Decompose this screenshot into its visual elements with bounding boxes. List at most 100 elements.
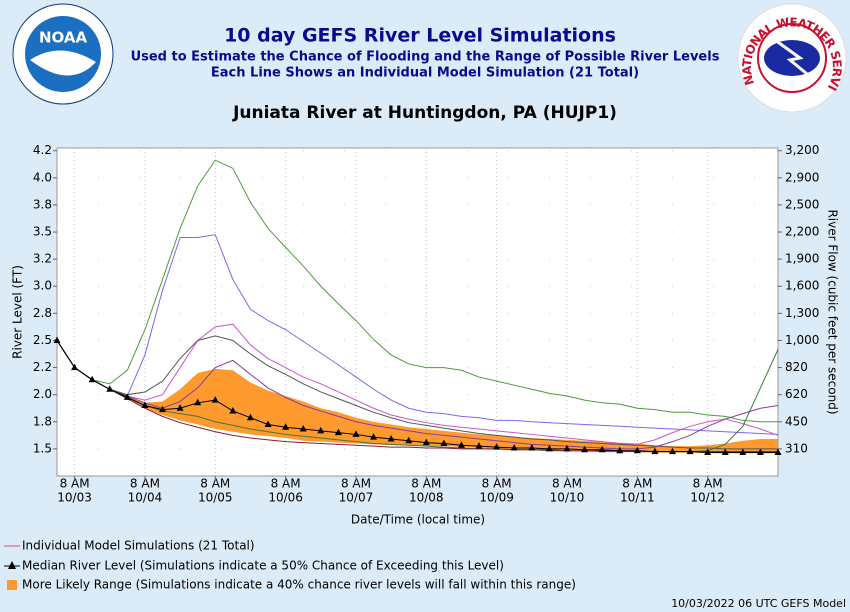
y-tick-label: 4.2 [33, 143, 52, 157]
median-marker [756, 448, 764, 456]
median-marker [493, 443, 501, 450]
y2-tick-label: 2,900 [785, 170, 819, 184]
median-marker [194, 398, 202, 406]
median-marker [176, 404, 184, 411]
simulation-line [56, 323, 779, 445]
y-tick-label: 1.5 [33, 441, 52, 455]
subtitle: Used to Estimate the Chance of Flooding … [131, 50, 720, 65]
x-tick-label: 10/12 [690, 491, 725, 505]
likely-range [57, 340, 778, 454]
y2-tick-label: 310 [785, 441, 808, 455]
median-marker [721, 448, 729, 456]
median-marker [563, 444, 571, 452]
median-marker [229, 406, 237, 414]
median-marker [317, 426, 325, 434]
legend-symbol [7, 580, 17, 590]
x-tick-label: 8 AM [622, 477, 652, 491]
y-tick-label: 3.8 [33, 197, 52, 211]
median-marker [141, 401, 149, 409]
median-marker [352, 430, 360, 437]
median-marker [422, 438, 430, 446]
median-marker [616, 446, 624, 454]
x-tick-label: 10/03 [57, 491, 92, 505]
median-marker [282, 423, 290, 430]
median-marker [264, 420, 272, 427]
median-marker [651, 447, 659, 455]
x-tick-label: 10/05 [198, 491, 233, 505]
y-tick-label: 2.2 [33, 360, 52, 374]
y-tick-label: 1.8 [33, 414, 52, 428]
median-marker [334, 428, 342, 436]
y-tick-label: 4.0 [33, 170, 52, 184]
subtitle: Each Line Shows an Individual Model Simu… [211, 66, 639, 81]
noaa-logo: NOAA [12, 3, 114, 105]
median-marker [387, 434, 395, 442]
y2-axis-label: River Flow (cubic feet per second) [826, 209, 840, 414]
title: 10 day GEFS River Level Simulations [224, 25, 616, 47]
y-axis-label: River Level (FT) [11, 265, 25, 359]
median-line [56, 340, 778, 454]
median-marker [668, 447, 676, 455]
y-tick-label: 3.2 [33, 252, 52, 266]
median-marker [88, 375, 96, 383]
median-marker [299, 425, 307, 432]
x-tick-label: 10/08 [409, 491, 444, 505]
y2-tick-label: 3,200 [785, 143, 819, 157]
x-tick-label: 10/09 [479, 491, 514, 505]
legend-label: Median River Level (Simulations indicate… [22, 559, 504, 573]
median-marker [633, 446, 641, 454]
median-marker [475, 442, 483, 449]
simulation-line [56, 340, 779, 450]
legend-symbol [8, 561, 16, 569]
median-marker [211, 396, 219, 403]
x-tick-label: 10/04 [128, 491, 163, 505]
y2-tick-label: 450 [785, 414, 808, 428]
median-marker [405, 436, 413, 444]
x-tick-label: 8 AM [552, 477, 582, 491]
median-marker [510, 443, 518, 451]
y-tick-label: 2.8 [33, 306, 52, 320]
simulation-line [56, 159, 778, 423]
median-marker [440, 439, 448, 446]
x-tick-label: 8 AM [200, 477, 230, 491]
y2-tick-label: 2,200 [785, 225, 819, 239]
x-tick-label: 8 AM [341, 477, 371, 491]
legend-label: Individual Model Simulations (21 Total) [22, 539, 255, 553]
median-marker [106, 385, 114, 392]
x-axis-label: Date/Time (local time) [351, 513, 485, 527]
median-marker [704, 448, 712, 456]
x-tick-label: 8 AM [271, 477, 301, 491]
y2-tick-label: 1,300 [785, 306, 819, 320]
median-marker [246, 413, 254, 421]
noaa-text: NOAA [39, 29, 88, 47]
simulation-line [56, 234, 779, 435]
median-marker [71, 363, 79, 371]
median-marker [581, 445, 589, 453]
y2-tick-label: 1,000 [785, 333, 819, 347]
median-marker [528, 443, 536, 451]
y2-tick-label: 1,600 [785, 279, 819, 293]
median-marker [739, 448, 747, 456]
y2-tick-label: 2,500 [785, 197, 819, 211]
x-tick-label: 8 AM [130, 477, 160, 491]
median-marker [159, 405, 167, 413]
footer: 10/03/2022 06 UTC GEFS Model [671, 597, 846, 610]
median-marker [53, 336, 61, 343]
x-tick-label: 10/07 [339, 491, 374, 505]
x-tick-label: 8 AM [411, 477, 441, 491]
x-tick-label: 10/06 [268, 491, 303, 505]
y2-tick-label: 620 [785, 387, 808, 401]
median-marker [598, 445, 606, 453]
y-tick-label: 2.0 [33, 387, 52, 401]
median-marker [123, 393, 131, 400]
x-tick-label: 8 AM [60, 477, 90, 491]
x-tick-label: 8 AM [693, 477, 723, 491]
median-marker [457, 441, 465, 448]
y2-tick-label: 1,900 [785, 252, 819, 266]
y2-tick-label: 820 [785, 360, 808, 374]
x-tick-label: 10/11 [620, 491, 655, 505]
x-tick-label: 10/10 [550, 491, 585, 505]
station-title: Juniata River at Huntingdon, PA (HUJP1) [232, 103, 617, 123]
y-tick-label: 3.0 [33, 279, 52, 293]
